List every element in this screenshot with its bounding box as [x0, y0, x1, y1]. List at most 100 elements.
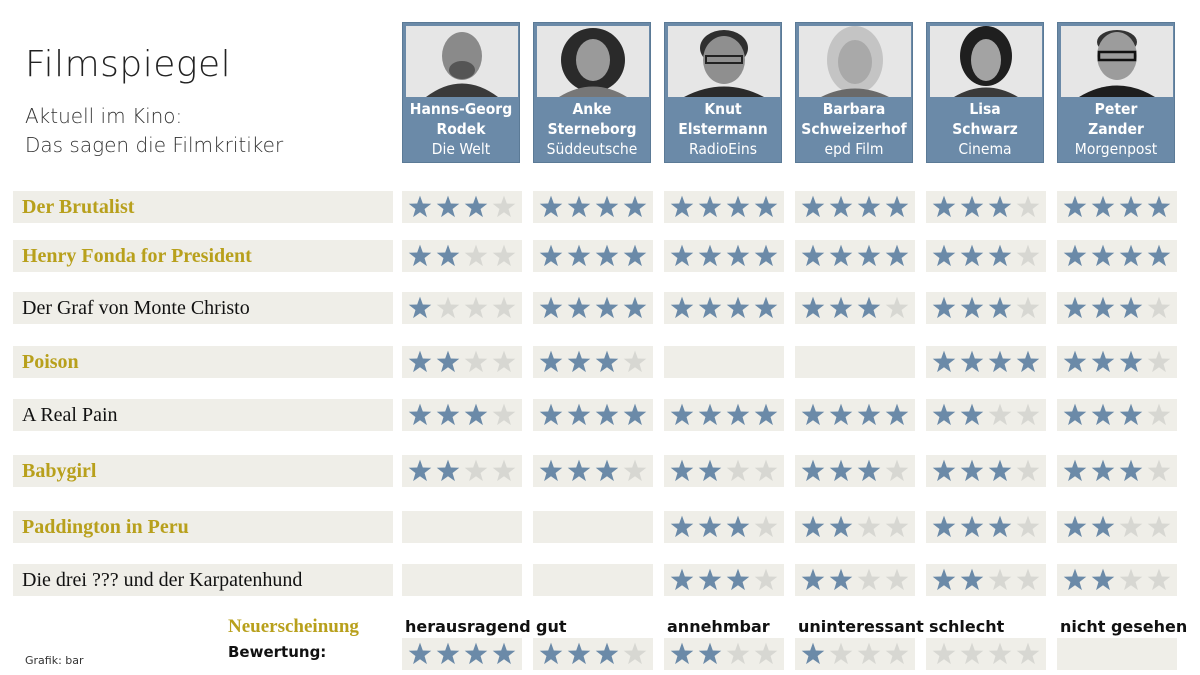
- star-filled-icon: [539, 459, 563, 482]
- star-filled-icon: [436, 350, 460, 373]
- star-filled-icon: [726, 515, 750, 538]
- star-empty-icon: [1147, 515, 1171, 538]
- critic-card-sterneborg: Anke Sterneborg Süddeutsche: [533, 22, 651, 163]
- star-empty-icon: [885, 642, 909, 665]
- star-filled-icon: [885, 244, 909, 267]
- star-filled-icon: [595, 244, 619, 267]
- star-empty-icon: [1147, 568, 1171, 591]
- star-filled-icon: [1119, 350, 1143, 373]
- rating-cell: [533, 191, 653, 223]
- star-empty-icon: [726, 642, 750, 665]
- star-empty-icon: [754, 515, 778, 538]
- star-empty-icon: [1016, 642, 1040, 665]
- star-filled-icon: [1119, 296, 1143, 319]
- rating-cell: [664, 399, 784, 431]
- star-empty-icon: [623, 459, 647, 482]
- star-filled-icon: [754, 403, 778, 426]
- star-empty-icon: [885, 568, 909, 591]
- star-empty-icon: [492, 350, 516, 373]
- star-filled-icon: [1147, 244, 1171, 267]
- star-filled-icon: [754, 244, 778, 267]
- star-filled-icon: [698, 195, 722, 218]
- critic-card-elstermann: Knut Elstermann RadioEins: [664, 22, 782, 163]
- star-filled-icon: [436, 403, 460, 426]
- star-empty-icon: [1016, 459, 1040, 482]
- critic-card-rodek: Hanns-Georg Rodek Die Welt: [402, 22, 520, 163]
- star-empty-icon: [464, 350, 488, 373]
- rating-cell: [1057, 292, 1177, 324]
- star-empty-icon: [726, 459, 750, 482]
- rating-cell: [402, 399, 522, 431]
- star-filled-icon: [829, 296, 853, 319]
- rating-cell: [926, 511, 1046, 543]
- star-filled-icon: [595, 296, 619, 319]
- star-filled-icon: [801, 195, 825, 218]
- rating-cell: [795, 511, 915, 543]
- rating-cell: [533, 455, 653, 487]
- rating-cell: [402, 346, 522, 378]
- star-empty-icon: [623, 642, 647, 665]
- legend-scale-label: annehmbar: [667, 617, 770, 636]
- star-filled-icon: [932, 403, 956, 426]
- film-title: Der Brutalist: [13, 191, 393, 223]
- star-filled-icon: [408, 350, 432, 373]
- star-filled-icon: [754, 195, 778, 218]
- legend-rating-title: Bewertung:: [228, 643, 327, 661]
- chart-subtitle: Aktuell im Kino: Das sagen die Filmkriti…: [25, 102, 283, 160]
- star-empty-icon: [464, 244, 488, 267]
- star-empty-icon: [623, 350, 647, 373]
- star-filled-icon: [932, 568, 956, 591]
- star-filled-icon: [857, 244, 881, 267]
- rating-cell: [926, 455, 1046, 487]
- star-filled-icon: [670, 642, 694, 665]
- star-filled-icon: [567, 459, 591, 482]
- star-filled-icon: [801, 244, 825, 267]
- star-empty-icon: [1147, 403, 1171, 426]
- star-empty-icon: [1147, 296, 1171, 319]
- star-filled-icon: [1119, 244, 1143, 267]
- star-filled-icon: [492, 642, 516, 665]
- star-filled-icon: [1063, 296, 1087, 319]
- rating-cell: [1057, 191, 1177, 223]
- legend-stars: [1057, 638, 1177, 670]
- star-empty-icon: [960, 642, 984, 665]
- star-filled-icon: [623, 296, 647, 319]
- star-filled-icon: [829, 403, 853, 426]
- film-title: Henry Fonda for President: [13, 240, 393, 272]
- legend-stars: [795, 638, 915, 670]
- rating-cell: [795, 399, 915, 431]
- star-filled-icon: [670, 244, 694, 267]
- star-filled-icon: [567, 350, 591, 373]
- star-filled-icon: [670, 195, 694, 218]
- film-title: Poison: [13, 346, 393, 378]
- critic-photo-schweizerhof: [799, 26, 911, 97]
- star-filled-icon: [436, 195, 460, 218]
- rating-cell: [402, 511, 522, 543]
- star-filled-icon: [595, 350, 619, 373]
- star-empty-icon: [885, 515, 909, 538]
- star-filled-icon: [988, 195, 1012, 218]
- rating-cell: [795, 346, 915, 378]
- critic-name-sterneborg: Anke Sterneborg Süddeutsche: [546, 100, 638, 158]
- star-filled-icon: [988, 244, 1012, 267]
- star-filled-icon: [960, 350, 984, 373]
- star-empty-icon: [988, 403, 1012, 426]
- rating-cell: [664, 564, 784, 596]
- star-filled-icon: [408, 642, 432, 665]
- rating-cell: [795, 564, 915, 596]
- critic-photo-zander: [1061, 26, 1173, 97]
- star-filled-icon: [932, 350, 956, 373]
- rating-cell: [533, 346, 653, 378]
- star-filled-icon: [829, 195, 853, 218]
- legend-scale-label: schlecht: [929, 617, 1005, 636]
- star-filled-icon: [726, 403, 750, 426]
- star-empty-icon: [829, 642, 853, 665]
- star-filled-icon: [408, 296, 432, 319]
- star-filled-icon: [960, 568, 984, 591]
- critic-card-schweizerhof: Barbara Schweizerhof epd Film: [795, 22, 913, 163]
- film-title: Paddington in Peru: [13, 511, 393, 543]
- subtitle-line-1: Aktuell im Kino:: [25, 104, 183, 128]
- star-filled-icon: [829, 568, 853, 591]
- star-filled-icon: [698, 568, 722, 591]
- legend-stars: [533, 638, 653, 670]
